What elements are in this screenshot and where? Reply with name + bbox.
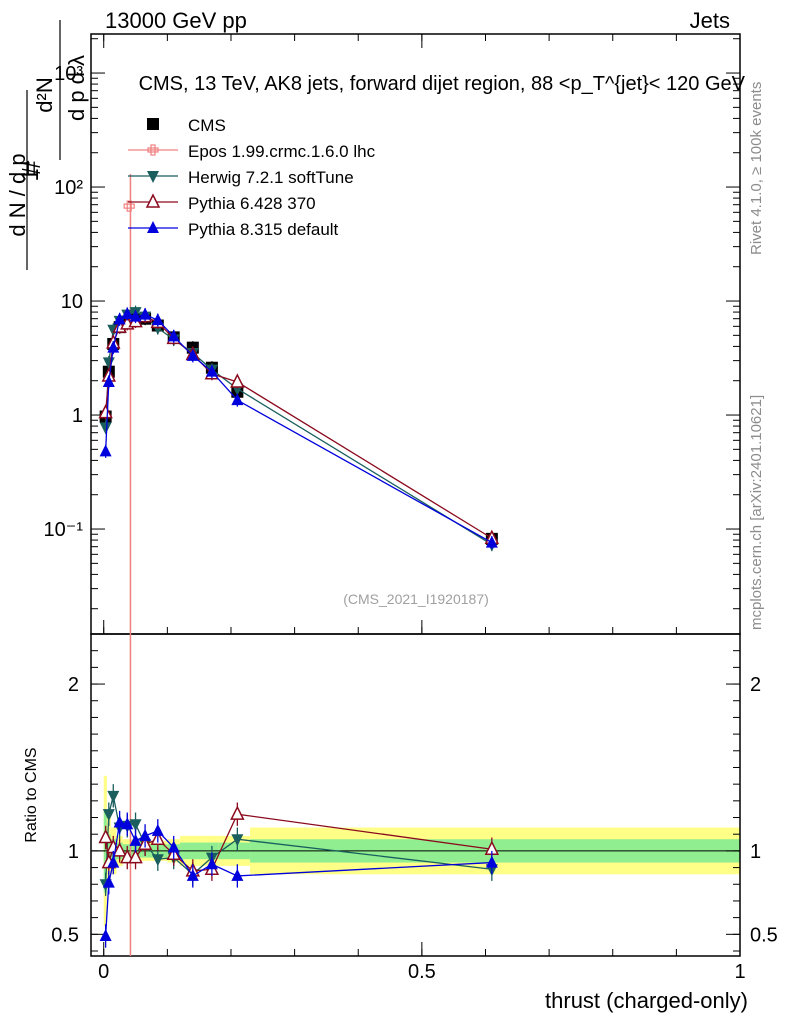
ratio-point	[98, 828, 113, 844]
svg-text:d²N: d²N	[32, 77, 57, 112]
legend-marker	[147, 118, 159, 130]
ratio-tick-label: 2	[68, 674, 79, 696]
series-0	[99, 312, 498, 546]
ratio-point	[186, 868, 199, 881]
ratio-point	[107, 855, 120, 868]
mcplots-label: mcplots.cern.ch [arXiv:2401.10621]	[748, 395, 765, 630]
data-point	[99, 422, 112, 435]
ratio-y-axis-label: Ratio to CMS	[23, 747, 40, 842]
legend-marker	[147, 171, 159, 183]
series-1	[123, 174, 135, 956]
ratio-point	[107, 790, 120, 803]
y-tick-label: 10³	[54, 63, 83, 85]
svg-text:d p d λ: d p d λ	[64, 55, 89, 121]
data-point	[186, 348, 199, 361]
ratio-tick-label-right: 2	[750, 674, 761, 696]
data-point	[99, 444, 112, 457]
data-point	[230, 373, 245, 388]
x-tick-label: 0	[98, 961, 109, 983]
series-layer	[98, 174, 500, 956]
y-tick-label: 1	[72, 405, 83, 427]
ratio-point	[99, 928, 112, 941]
ratio-tick-label: 0.5	[51, 924, 79, 946]
legend-item: Pythia 8.315 default	[128, 220, 339, 239]
ratio-point	[139, 828, 152, 841]
y-tick-label: 10²	[54, 177, 83, 199]
ratio-point	[151, 823, 164, 836]
ratio-point	[231, 834, 244, 847]
data-point	[129, 309, 142, 322]
chart-title: CMS, 13 TeV, AK8 jets, forward dijet reg…	[139, 73, 746, 95]
ratio-point	[485, 855, 498, 868]
legend-item: Herwig 7.2.1 softTune	[128, 168, 354, 187]
x-axis-label: thrust (charged-only)	[545, 988, 748, 1013]
data-point	[102, 374, 115, 387]
legend-marker	[147, 144, 159, 156]
ratio-point	[113, 815, 126, 828]
legend-item: Epos 1.99.crmc.1.6.0 lhc	[128, 142, 376, 161]
energy-label: 13000 GeV pp	[105, 8, 247, 33]
data-point	[107, 340, 120, 353]
uncertainty-bands	[91, 775, 740, 926]
data-point	[485, 535, 498, 548]
analysis-watermark: (CMS_2021_I1920187)	[343, 591, 489, 607]
ratio-point	[121, 817, 134, 830]
svg-text:d N / d p: d N / d p	[5, 153, 30, 236]
data-point	[139, 307, 152, 320]
ratio-point	[230, 805, 245, 820]
data-point	[231, 393, 244, 406]
ratio-tick-label-right: 1	[750, 841, 761, 863]
ratio-tick-label-right: 0.5	[750, 924, 778, 946]
svg-text:#: #	[16, 160, 46, 175]
series-line	[104, 315, 493, 539]
data-point	[121, 306, 134, 319]
ratio-tick-label: 1	[68, 841, 79, 863]
legend-label: Pythia 8.315 default	[188, 220, 339, 239]
data-point	[98, 403, 113, 419]
ratio-point	[167, 840, 180, 853]
series-line	[104, 313, 493, 544]
svg-text:1: 1	[17, 168, 44, 181]
legend-item: Pythia 6.428 370	[128, 193, 316, 213]
ratio-point	[102, 875, 115, 888]
ratio-point	[102, 809, 115, 822]
ratio-point	[205, 857, 218, 870]
x-tick-label: 0.5	[408, 961, 436, 983]
legend: CMS Epos 1.99.crmc.1.6.0 lhc Herwig 7.2.1 …	[128, 116, 376, 239]
legend-item: CMS	[147, 116, 226, 135]
ratio-point	[129, 819, 142, 832]
ratio-plot-frame	[90, 633, 741, 957]
y-tick-label: 10	[61, 291, 83, 313]
legend-label: Pythia 6.428 370	[188, 194, 316, 213]
data-point	[123, 200, 135, 212]
series-4	[99, 306, 498, 948]
y-axis-label-fraction: 1 d N / d p d²N d p d λ	[5, 20, 89, 270]
data-point	[151, 313, 164, 326]
legend-marker	[145, 193, 161, 208]
y-tick-label: 10⁻¹	[44, 519, 84, 541]
data-point	[167, 329, 180, 342]
legend-marker	[147, 221, 159, 233]
ratio-point	[112, 842, 127, 857]
category-label: Jets	[690, 8, 730, 33]
data-point	[205, 364, 218, 377]
legend-label: Epos 1.99.crmc.1.6.0 lhc	[188, 142, 376, 161]
legend-label: CMS	[188, 116, 226, 135]
ratio-point	[129, 833, 142, 846]
ratio-point	[151, 854, 164, 867]
y-axis-label: #	[16, 160, 46, 175]
legend-label: Herwig 7.2.1 softTune	[188, 168, 354, 187]
ratio-point	[128, 848, 143, 864]
x-tick-label: 1	[734, 961, 745, 983]
rivet-label: Rivet 4.1.0, ≥ 100k events	[748, 82, 765, 255]
data-point	[113, 312, 126, 325]
ratio-point	[231, 868, 244, 881]
